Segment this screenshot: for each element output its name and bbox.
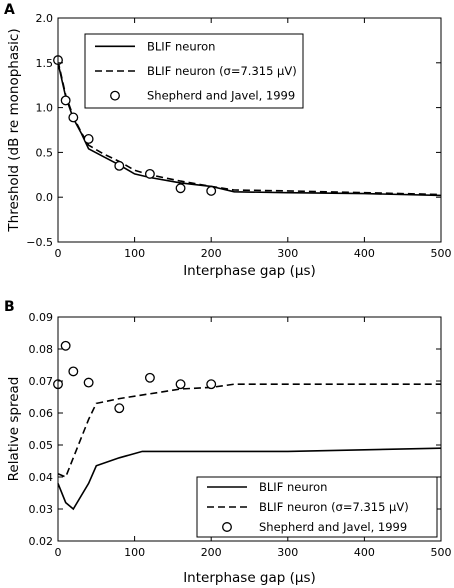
x-tick-label: 100 (124, 247, 145, 260)
legend-label: BLIF neuron (σ=7.315 μV) (259, 500, 409, 514)
x-tick-label: 100 (124, 546, 145, 559)
y-tick-label: −0.5 (26, 236, 53, 249)
panel-a-axes-frame (57, 17, 442, 243)
y-tick-label: 0.05 (29, 439, 54, 452)
panel-b-legend: BLIF neuron BLIF neuron (σ=7.315 μV) Sheph… (196, 476, 438, 538)
panel-a-y-axis-label: Threshold (dB re monophasic) (6, 28, 22, 232)
legend-label: Shepherd and Javel, 1999 (147, 89, 295, 103)
panel-b-data-point (175, 379, 186, 390)
panel-b-plot-area: 0 100 200 300 400 500 0.02 0.03 0.04 0.05 0.06 0.07… (29, 311, 452, 559)
x-tick-label: 200 (201, 247, 222, 260)
panel-a-series-dashed-line (57, 60, 442, 196)
panel-b-data-point (83, 377, 94, 388)
y-tick-label: 0.0 (36, 191, 54, 204)
panel-a-data-point (206, 185, 217, 196)
x-tick-label: 300 (277, 247, 298, 260)
panel-b-x-axis-label: Interphase gap (μs) (183, 570, 316, 586)
x-tick-label: 400 (354, 546, 375, 559)
legend-label: BLIF neuron (147, 39, 215, 53)
legend-label: BLIF neuron (σ=7.315 μV) (147, 64, 297, 78)
x-tick-label: 400 (354, 247, 375, 260)
x-tick-label: 500 (431, 247, 452, 260)
x-tick-label: 0 (55, 247, 62, 260)
y-tick-label: 2.0 (36, 12, 54, 25)
panel-b-data-point (114, 403, 125, 414)
y-tick-label: 0.09 (29, 311, 54, 324)
x-tick-label: 0 (55, 546, 62, 559)
panel-b-label: B (4, 299, 15, 315)
panel-a-label: A (4, 2, 15, 18)
panel-b-chart: B 0 100 200 300 400 500 0.02 0.03 0.04 0.05 0.06 0.… (4, 299, 452, 586)
panel-a-x-axis-label: Interphase gap (μs) (183, 263, 316, 279)
x-tick-label: 200 (201, 546, 222, 559)
y-tick-label: 0.02 (29, 535, 54, 548)
panel-a-legend: BLIF neuron BLIF neuron (σ=7.315 μV) Sheph… (84, 33, 304, 109)
panel-b-y-axis-label: Relative spread (6, 377, 22, 482)
y-tick-label: 0.03 (29, 503, 54, 516)
panel-a-plot-area: 0 100 200 300 400 500 −0.5 0.0 0.5 1.0 1.5 2.0 BLIF … (26, 12, 451, 260)
panel-a-series-solid-line (57, 62, 442, 197)
panel-b-axes-frame (57, 316, 442, 542)
x-tick-label: 300 (277, 546, 298, 559)
panel-b-data-point (144, 372, 155, 383)
panel-a-data-point (144, 168, 155, 179)
legend-marker-circle (222, 522, 232, 532)
y-tick-label: 0.06 (29, 407, 54, 420)
panel-a-chart: A 0 100 200 300 400 500 −0.5 0.0 0.5 1.0 1.5 2.0 BLI… (4, 2, 452, 279)
x-tick-label: 500 (431, 546, 452, 559)
y-tick-label: 0.08 (29, 343, 54, 356)
y-tick-label: 0.07 (29, 375, 54, 388)
panel-b-data-point (60, 340, 71, 351)
legend-label: Shepherd and Javel, 1999 (259, 520, 407, 534)
y-tick-label: 1.5 (36, 57, 54, 70)
y-tick-label: 1.0 (36, 102, 54, 115)
legend-marker-circle (110, 90, 120, 101)
panel-a-data-point (114, 160, 125, 171)
y-tick-label: 0.5 (36, 146, 54, 159)
panel-b-data-point (68, 366, 79, 377)
panel-a-data-point (60, 95, 71, 106)
panel-b-data-point (206, 379, 217, 390)
panel-b-series-solid-line (57, 447, 442, 511)
y-tick-label: 0.04 (29, 471, 54, 484)
panel-a-data-point (175, 183, 186, 194)
panel-a-data-point (83, 134, 94, 144)
panel-b-series-dashed-line (57, 383, 441, 479)
panel-a-data-point (68, 112, 79, 123)
legend-label: BLIF neuron (259, 480, 327, 494)
